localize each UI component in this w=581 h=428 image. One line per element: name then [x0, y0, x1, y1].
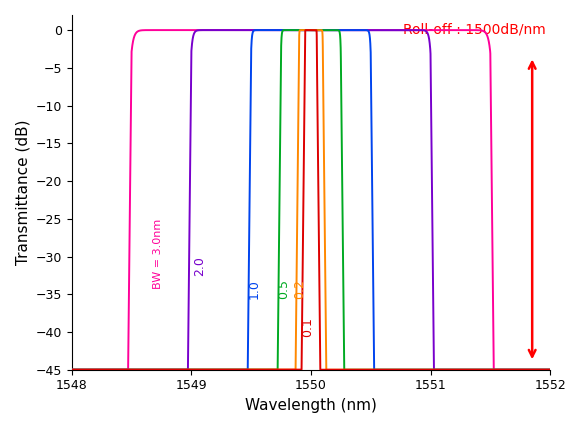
Text: BW = 3.0nm: BW = 3.0nm [153, 219, 163, 289]
Text: 1.0: 1.0 [248, 279, 261, 299]
X-axis label: Wavelength (nm): Wavelength (nm) [245, 398, 377, 413]
Text: Roll-off : 1500dB/nm: Roll-off : 1500dB/nm [403, 22, 546, 36]
Text: 0.5: 0.5 [277, 279, 290, 299]
Y-axis label: Transmittance (dB): Transmittance (dB) [15, 119, 30, 265]
Text: 0.2: 0.2 [293, 279, 307, 299]
Text: 0.1: 0.1 [302, 317, 314, 337]
Text: 2.0: 2.0 [193, 256, 206, 276]
